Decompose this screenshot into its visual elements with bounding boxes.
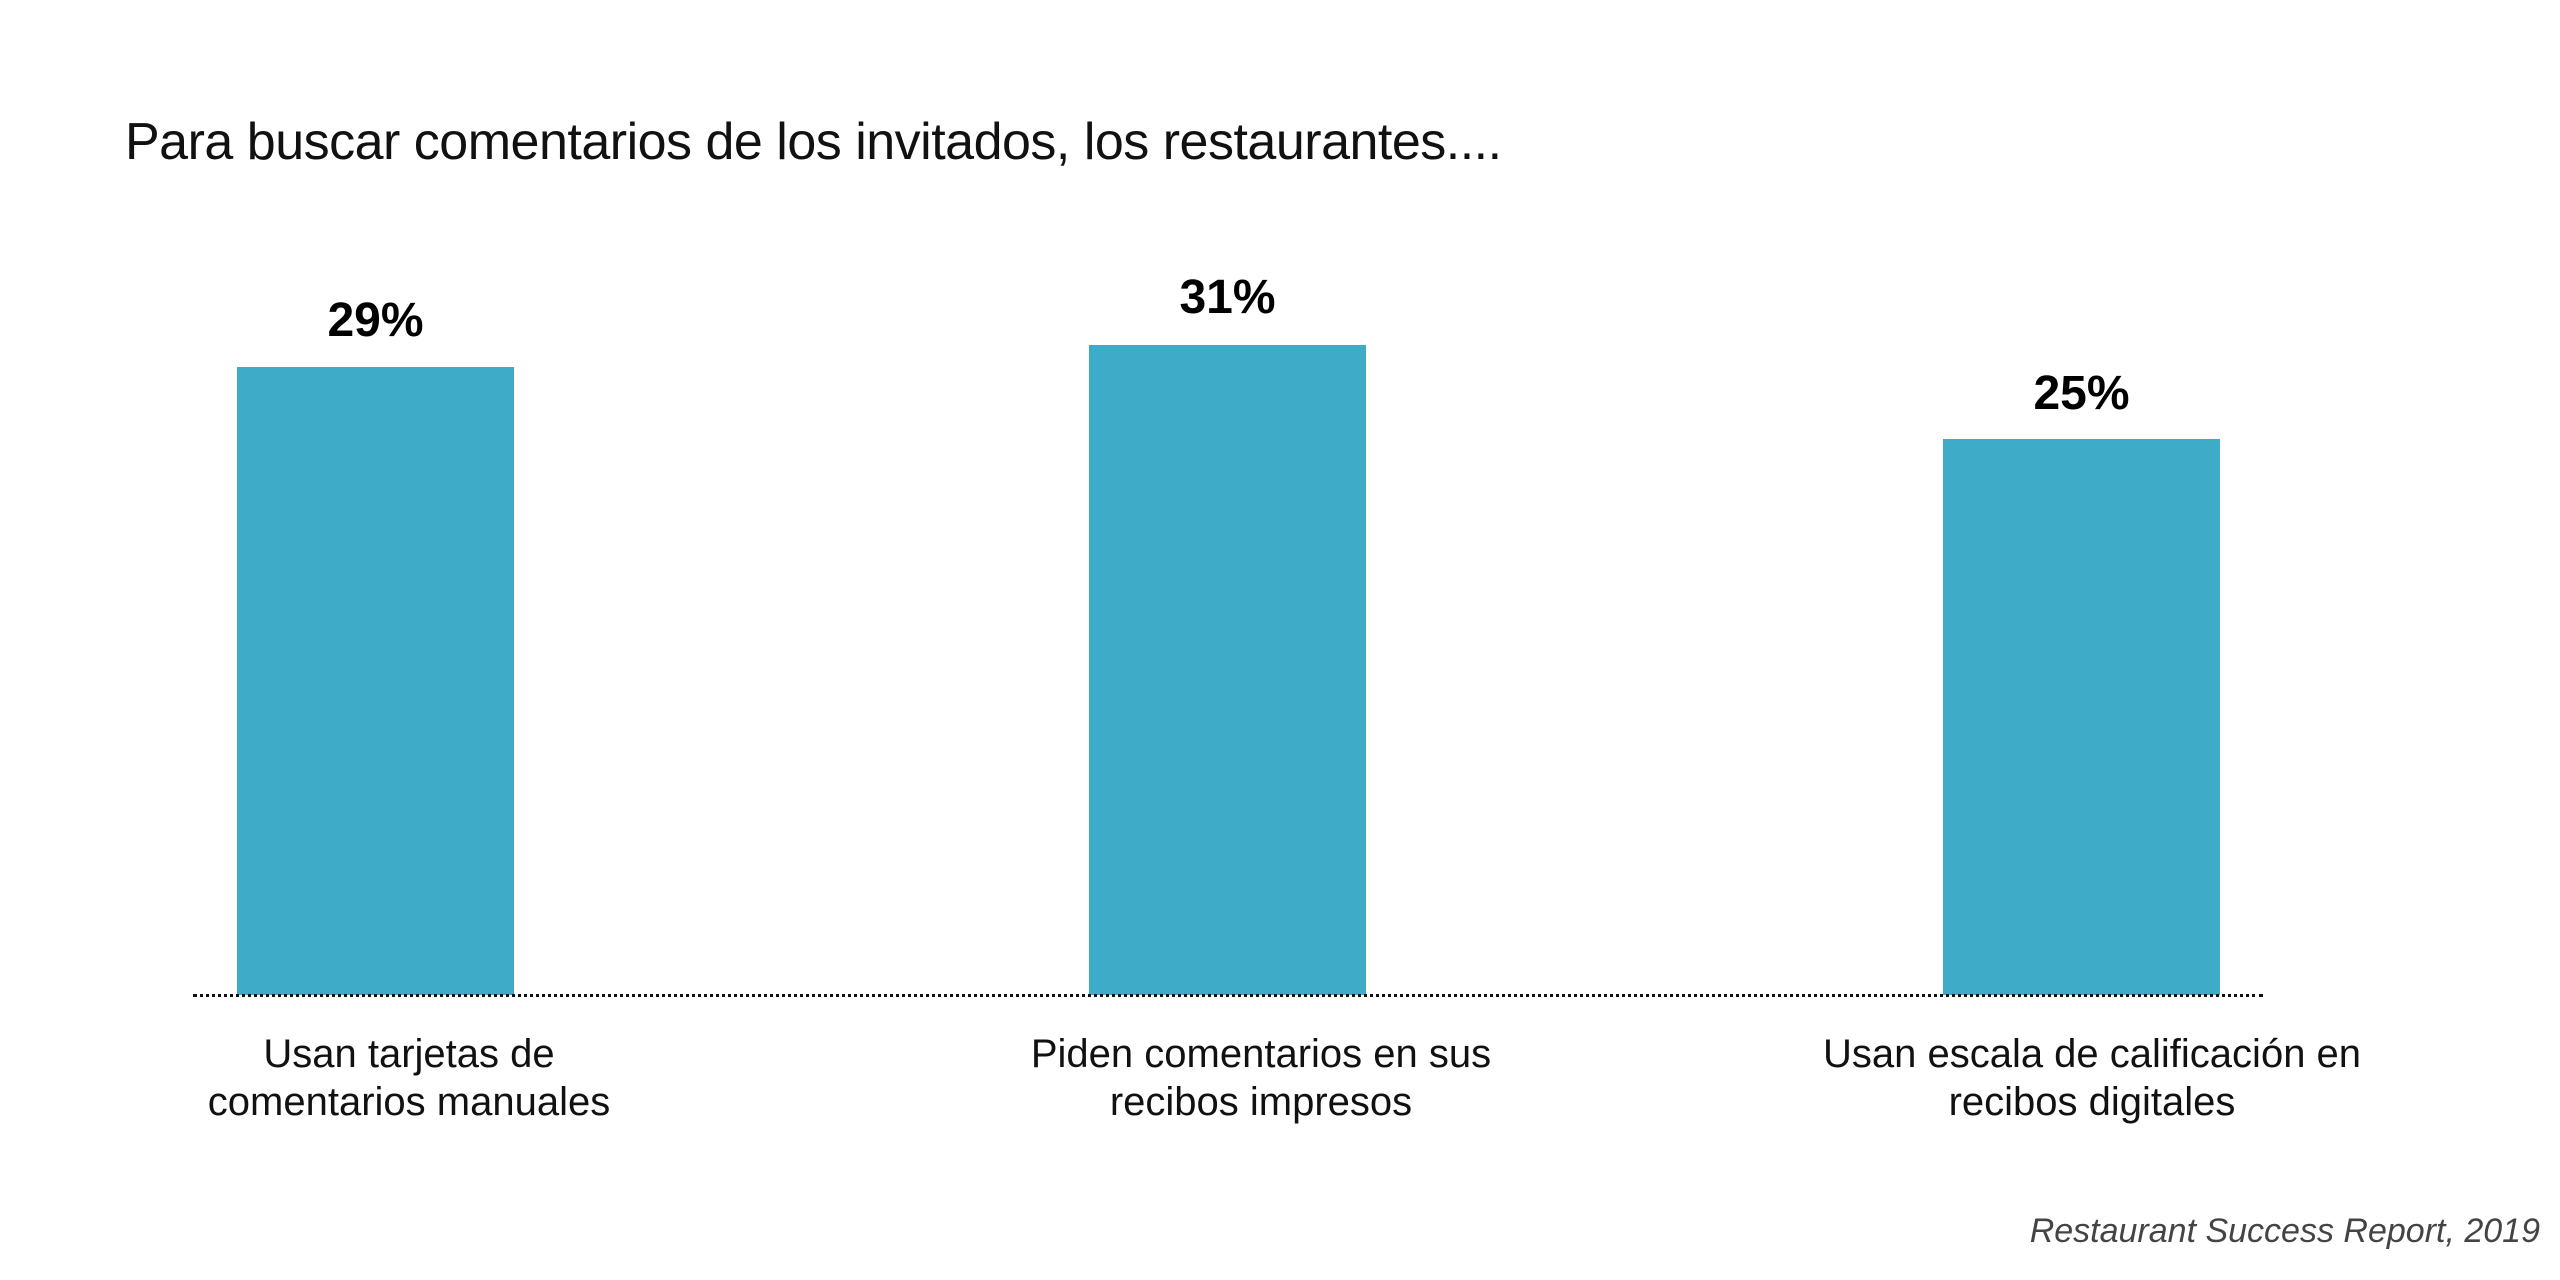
category-label-1-line1: Usan tarjetas de (263, 1032, 555, 1076)
value-label-2: 31% (1179, 271, 1276, 324)
value-label-1: 29% (327, 294, 424, 347)
baseline-axis (193, 994, 2263, 997)
source-citation: Restaurant Success Report, 2019 (2029, 1212, 2540, 1250)
category-label-2: Piden comentarios en sus recibos impreso… (951, 1030, 1571, 1126)
value-label-3: 25% (2033, 367, 2130, 420)
category-label-2-line2: recibos impresos (1109, 1080, 1413, 1124)
category-label-3-line2: recibos digitales (1948, 1080, 2236, 1124)
category-label-3: Usan escala de calificación en recibos d… (1782, 1030, 2402, 1126)
category-label-1-line2: comentarios manuales (207, 1080, 611, 1124)
category-label-1: Usan tarjetas de comentarios manuales (99, 1030, 719, 1126)
category-label-2-line1: Piden comentarios en sus (1030, 1032, 1492, 1076)
bar-2 (1089, 345, 1366, 995)
bar-3 (1943, 439, 2220, 995)
bar-1 (237, 367, 514, 995)
category-label-3-line1: Usan escala de calificación en (1822, 1032, 2362, 1076)
chart-title: Para buscar comentarios de los invitados… (125, 113, 1502, 171)
